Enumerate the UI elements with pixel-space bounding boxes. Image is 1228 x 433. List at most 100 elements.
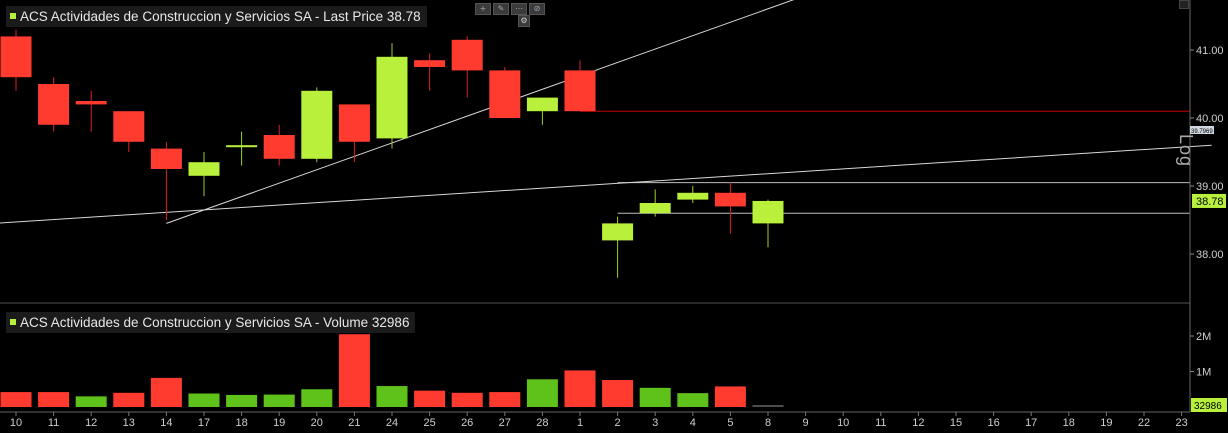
volume-bar-13 [489,392,521,407]
volume-bar-2 [75,396,107,407]
x-tick-label-15: 1 [577,417,583,429]
volume-bar-9 [338,334,370,407]
volume-bar-14 [526,379,558,407]
x-tick-label-2: 12 [85,417,97,429]
price-title-text: ACS Actividades de Construccion y Servic… [20,9,421,24]
candle-body-7 [263,135,295,159]
candle-body-17 [639,203,671,214]
last-volume-badge-text: 32986 [1194,401,1222,412]
x-tick-label-31: 23 [1175,417,1187,429]
last-volume-badge [1191,398,1227,412]
volume-bar-8 [301,389,333,407]
x-tick-label-27: 17 [1025,417,1037,429]
trash-icon[interactable]: ⊘ [529,3,545,15]
volume-panel [0,334,784,407]
volume-tick-label-0: 1M [1196,367,1211,379]
last-price-badge-text: 38.78 [1196,196,1224,208]
candle-body-18 [677,192,709,200]
x-tick-label-9: 21 [348,417,360,429]
volume-bar-12 [451,392,483,407]
volume-bar-16 [602,380,634,407]
x-tick-label-29: 19 [1100,417,1112,429]
plus-icon[interactable]: + [475,3,491,15]
candle-body-2 [75,101,107,105]
drawing-toolbar: + ✎ ⋯ ⊘ [475,3,545,15]
price-panel-title: ACS Actividades de Construccion y Servic… [6,6,427,27]
pencil-icon[interactable]: ✎ [493,3,509,15]
x-tick-label-14: 28 [536,417,548,429]
price-tick-label-3: 41.00 [1196,45,1224,57]
candle-body-12 [451,39,483,71]
candle-body-9 [338,104,370,142]
volume-bar-15 [564,370,596,407]
candle-body-8 [301,90,333,159]
x-tick-label-7: 19 [273,417,285,429]
candle-body-10 [376,56,408,139]
volume-legend-swatch [10,319,16,326]
level-badge-text: 39.7969 [1191,129,1213,135]
level-badge [1190,126,1214,134]
x-tick-label-11: 25 [423,417,435,429]
trendline-1 [0,144,1212,224]
x-tick-label-6: 18 [235,417,247,429]
candle-body-0 [0,36,32,78]
volume-bar-1 [38,392,70,407]
x-tick-label-24: 12 [912,417,924,429]
x-tick-label-3: 13 [123,417,135,429]
price-tick-label-2: 40.00 [1196,113,1224,125]
candle-body-19 [714,192,746,207]
x-tick-label-17: 3 [652,417,658,429]
volume-panel-title: ACS Actividades de Construccion y Servic… [6,312,416,333]
x-tick-label-19: 5 [727,417,733,429]
x-tick-label-18: 4 [690,417,696,429]
x-tick-label-16: 2 [615,417,621,429]
volume-bar-6 [226,394,258,407]
volume-bar-7 [263,394,295,407]
x-tick-label-21: 9 [803,417,809,429]
x-tick-label-26: 16 [987,417,999,429]
price-panel [0,0,1212,278]
candle-body-15 [564,70,596,112]
volume-bar-3 [113,392,145,407]
price-legend-swatch [10,13,16,20]
candle-body-13 [489,70,521,118]
x-tick-label-23: 11 [875,417,886,429]
candle-body-1 [38,84,70,125]
volume-bar-18 [677,393,709,407]
volume-bar-11 [414,390,446,407]
candle-body-11 [414,60,446,67]
volume-bar-0 [0,392,32,407]
x-tick-label-1: 11 [48,417,59,429]
candle-body-16 [602,223,634,241]
x-tick-label-13: 27 [499,417,511,429]
candle-body-3 [113,111,145,142]
x-tick-label-8: 20 [311,417,323,429]
settings-icon[interactable]: ⋯ [511,3,527,15]
x-tick-label-5: 17 [198,417,210,429]
panel-menu-icon[interactable] [1179,0,1189,9]
x-tick-label-10: 24 [386,417,398,429]
x-tick-label-12: 26 [461,417,473,429]
candle-body-5 [188,162,220,176]
volume-bar-5 [188,393,220,407]
x-tick-label-20: 8 [765,417,771,429]
candle-body-6 [226,145,258,148]
last-price-badge [1192,193,1226,208]
x-tick-label-0: 10 [10,417,22,429]
log-scale-label[interactable]: Log [1176,134,1196,168]
volume-tick-label-1: 2M [1196,331,1211,343]
price-tick-label-0: 38.00 [1196,249,1224,261]
x-tick-label-30: 22 [1138,417,1150,429]
volume-bar-10 [376,386,408,407]
candle-body-4 [150,148,182,169]
x-tick-label-28: 18 [1063,417,1075,429]
volume-bar-19 [714,386,746,407]
candle-body-20 [752,200,784,224]
candle-body-14 [526,97,558,112]
x-tick-label-22: 10 [837,417,849,429]
gear-icon[interactable]: ⚙ [518,15,530,27]
volume-title-text: ACS Actividades de Construccion y Servic… [20,315,410,330]
price-tick-label-1: 39.00 [1196,181,1224,193]
